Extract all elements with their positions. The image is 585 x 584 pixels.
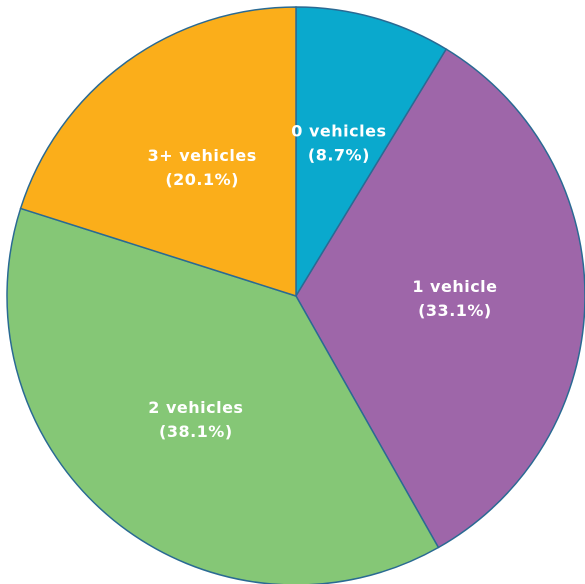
slice-value-label: (38.1%) bbox=[159, 422, 233, 441]
pie-slice bbox=[6, 207, 440, 584]
slice-category-label: 1 vehicle bbox=[412, 277, 497, 296]
pie-slice bbox=[19, 6, 297, 298]
slice-value-label: (20.1%) bbox=[165, 170, 239, 189]
slice-category-label: 0 vehicles bbox=[291, 121, 386, 140]
slice-value-label: (8.7%) bbox=[308, 145, 370, 164]
slice-category-label: 3+ vehicles bbox=[148, 146, 257, 165]
pie-slice bbox=[295, 6, 448, 299]
slice-value-label: (33.1%) bbox=[418, 301, 492, 320]
slice-category-label: 2 vehicles bbox=[148, 398, 243, 417]
